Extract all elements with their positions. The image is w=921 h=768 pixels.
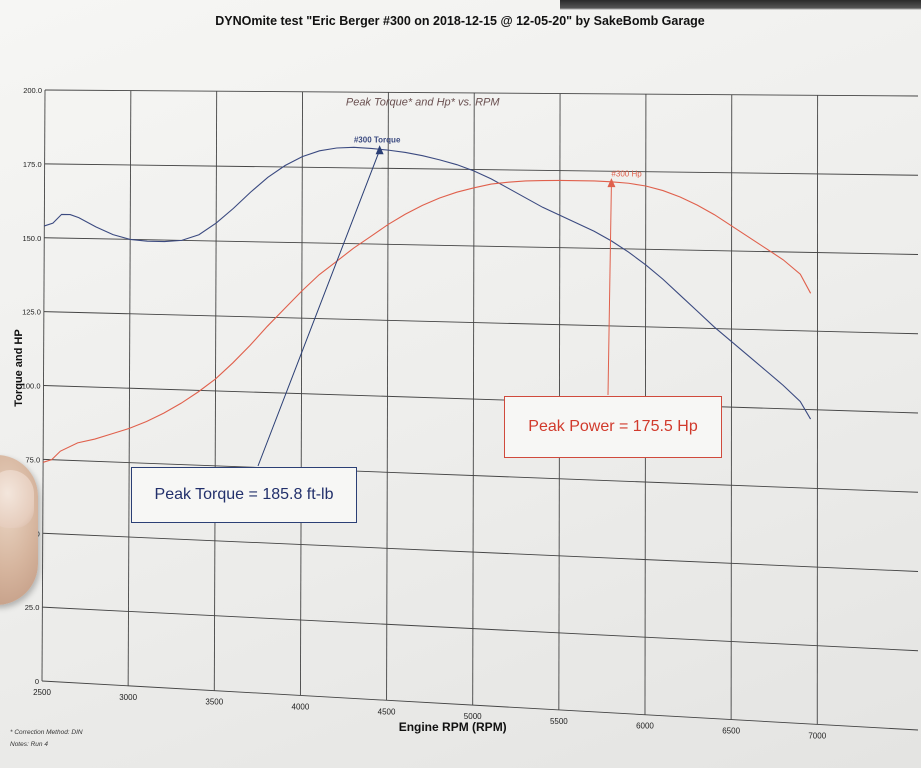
series-annotation: #300 Hp	[611, 170, 642, 179]
y-tick-label: 175.0	[23, 160, 42, 169]
x-tick-label: 4500	[378, 707, 396, 716]
y-gridline	[44, 237, 919, 255]
series-layer	[42, 146, 812, 463]
y-tick-label: 75.0	[26, 455, 41, 464]
x-tick-label: 5500	[550, 717, 568, 726]
x-tick-label: 6500	[722, 727, 740, 736]
x-tick-label: 6000	[636, 722, 654, 731]
paper-shadow-edge	[560, 0, 921, 10]
y-axis-label: Torque and HP	[13, 329, 25, 406]
y-tick-label: 100.0	[22, 382, 41, 391]
y-gridline	[43, 385, 919, 414]
annotation-layer: #300 Torque #300 Hp	[257, 136, 642, 467]
torque-leader-line	[257, 150, 381, 467]
y-tick-label: 200.0	[23, 86, 42, 95]
page-title: DYNOmite test "Eric Berger #300 on 2018-…	[215, 14, 705, 28]
series-line	[42, 179, 812, 463]
x-tick-label: 2500	[33, 688, 51, 697]
run-notes: Notes: Run 4	[10, 741, 48, 748]
series-annotation: #300 Torque	[354, 136, 401, 145]
x-tick-label: 5000	[464, 712, 482, 721]
y-tick-label: 0	[35, 677, 39, 686]
x-axis-label: Engine RPM (RPM)	[399, 720, 507, 734]
y-gridline	[43, 311, 919, 335]
y-gridline	[44, 89, 919, 97]
x-tick-label: 3500	[205, 698, 223, 707]
y-tick-label: 25.0	[25, 603, 40, 612]
fingernail	[0, 470, 34, 528]
torque-arrowhead	[375, 145, 384, 155]
y-gridline	[41, 680, 919, 731]
y-gridline	[42, 532, 919, 572]
x-tick-label: 4000	[292, 702, 310, 711]
correction-method-note: * Correction Method: DIN	[10, 729, 83, 736]
y-gridline	[44, 163, 919, 176]
x-tick-label: 3000	[119, 693, 137, 702]
y-tick-label: 150.0	[22, 234, 41, 243]
y-gridline	[42, 606, 919, 652]
peak-torque-callout: Peak Torque = 185.8 ft-lb	[131, 467, 357, 523]
power-leader-line	[607, 183, 612, 396]
x-tick-label: 7000	[808, 731, 826, 740]
chart-title: Peak Torque* and Hp* vs. RPM	[346, 97, 501, 109]
y-gridline	[43, 458, 919, 493]
x-tick-labels: 2500 3000 3500 4000 4500 5000 5500 6000 6500 7000	[33, 688, 827, 740]
y-tick-label: 125.0	[22, 308, 41, 317]
series-line	[44, 146, 812, 420]
power-arrowhead	[607, 178, 616, 188]
peak-power-callout: Peak Power = 175.5 Hp	[504, 396, 722, 458]
